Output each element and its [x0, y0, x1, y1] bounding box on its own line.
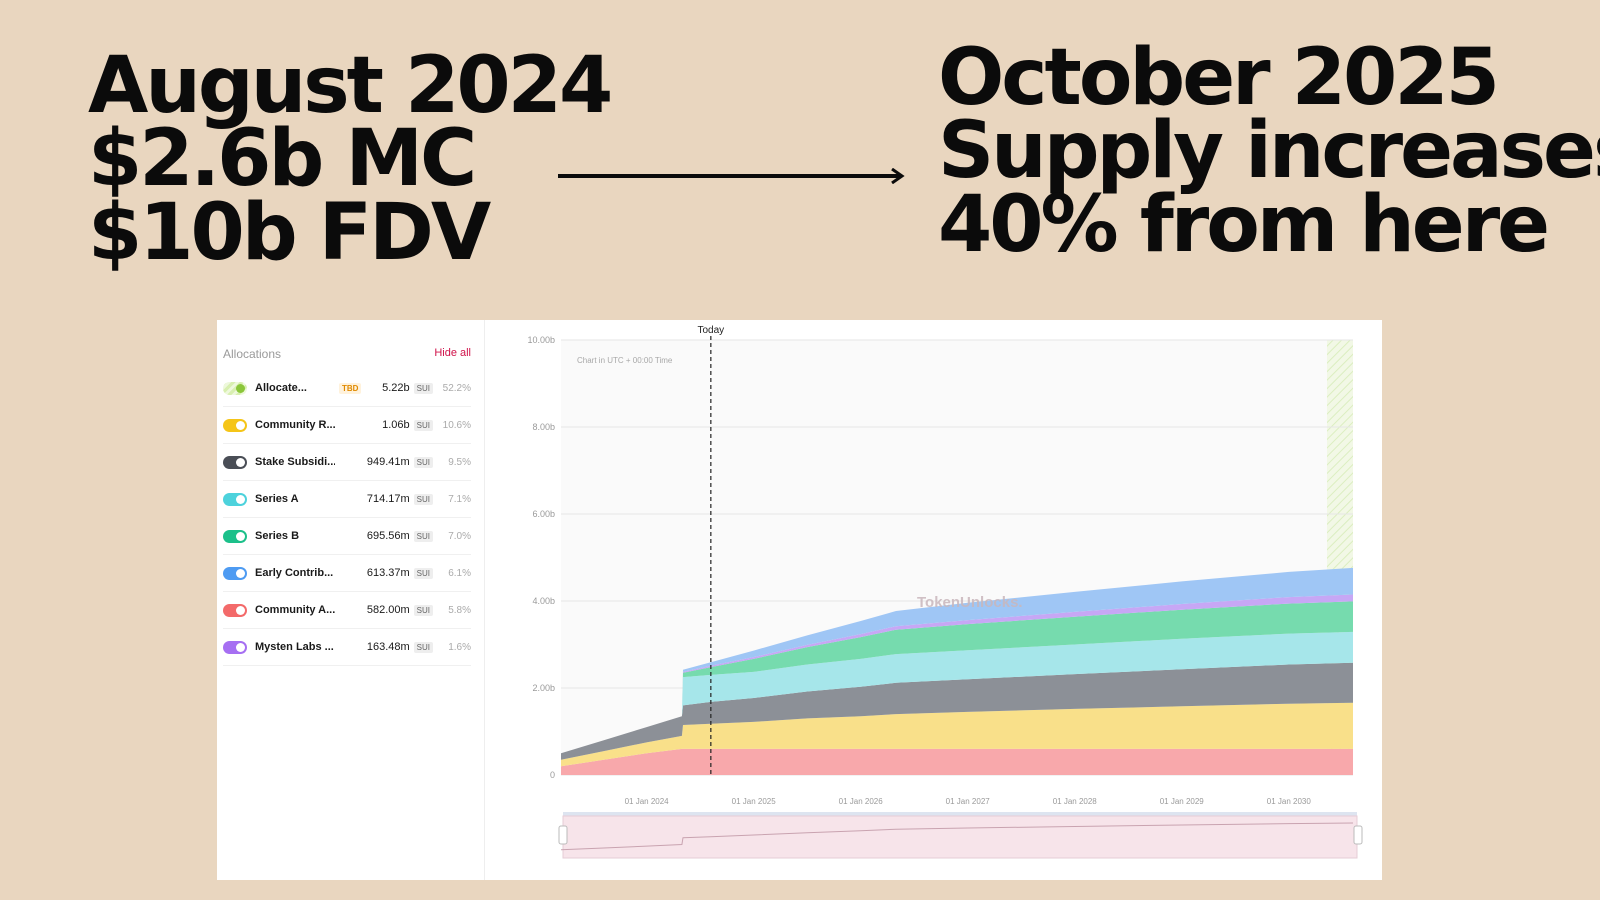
range-navigator [562, 815, 1358, 859]
allocation-amount: 582.00m [366, 604, 410, 616]
allocations-sidebar: Allocations Hide all Allocate... TBD 5.22b… [217, 320, 485, 880]
toggle-switch[interactable] [223, 640, 247, 654]
toggle-switch[interactable] [223, 418, 247, 432]
allocation-percent: 10.6% [442, 419, 471, 431]
x-tick-label: 01 Jan 2030 [1267, 797, 1312, 806]
x-tick-label: 01 Jan 2024 [625, 797, 670, 806]
area-series [561, 702, 1353, 767]
allocation-row[interactable]: Allocate... TBD 5.22b SUI 52.2% [223, 370, 471, 407]
allocation-row[interactable]: Stake Subsidi... 949.41m SUI 9.5% [223, 444, 471, 481]
allocation-percent: 1.6% [448, 641, 471, 653]
unit-badge: SUI [413, 419, 433, 431]
headline-left: August 2024 $2.6b MC $10b FDV [88, 41, 613, 278]
toggle-switch[interactable] [223, 566, 247, 580]
unit-badge: SUI [413, 604, 433, 616]
allocations-title: Allocations [223, 347, 282, 361]
headline-left-line-2: $2.6b MC [88, 114, 477, 205]
allocation-row[interactable]: Community R... 1.06b SUI 10.6% [223, 407, 471, 444]
allocation-percent: 9.5% [448, 456, 471, 468]
allocation-label: Series B [255, 530, 300, 542]
headline-right-line-3: 40% from here [938, 179, 1550, 270]
area-series [561, 567, 1353, 754]
allocation-percent: 5.8% [448, 604, 471, 616]
allocation-amount: 613.37m [366, 567, 410, 579]
toggle-switch[interactable] [223, 492, 247, 506]
arrow-right-icon [558, 168, 905, 184]
headline-right: October 2025 Supply increases 40% from h… [938, 33, 1600, 270]
toggle-switch[interactable] [223, 603, 247, 617]
toggle-switch[interactable] [223, 455, 247, 469]
unit-badge: SUI [413, 493, 433, 505]
allocation-amount: 695.56m [366, 530, 410, 542]
allocations-list: Allocate... TBD 5.22b SUI 52.2% Community R..… [223, 370, 471, 666]
toggle-switch[interactable] [223, 381, 247, 395]
area-series [561, 662, 1353, 760]
allocation-row[interactable]: Series A 714.17m SUI 7.1% [223, 481, 471, 518]
allocation-label: Community R... [255, 419, 335, 431]
allocation-label: Community A... [255, 604, 335, 616]
allocation-label: Allocate... [255, 382, 307, 394]
unlock-chart: 0 2.00b 4.00b 6.00b 8.00b 10.00b TokenUnlocks.… [487, 320, 1377, 880]
allocation-label: Stake Subsidi... [255, 456, 335, 468]
allocation-amount: 949.41m [366, 456, 410, 468]
unit-badge: SUI [413, 567, 433, 579]
today-label: Today [697, 325, 724, 336]
allocation-amount: 714.17m [366, 493, 410, 505]
allocation-label: Early Contrib... [255, 567, 334, 579]
allocation-percent: 7.1% [448, 493, 471, 505]
headline-left-line-3: $10b FDV [88, 187, 491, 278]
y-tick-label: 8.00b [532, 422, 555, 432]
token-unlocks-screenshot: Allocations Hide all Allocate... TBD 5.22b… [217, 320, 1382, 880]
allocation-percent: 52.2% [442, 382, 471, 394]
headline-right-line-1: October 2025 [938, 33, 1500, 123]
navigator-handle-left [558, 825, 568, 845]
allocation-label: Series A [255, 493, 299, 505]
tbd-badge: TBD [339, 382, 362, 394]
allocation-percent: 7.0% [448, 530, 471, 542]
x-tick-label: 01 Jan 2027 [946, 797, 991, 806]
y-tick-label: 10.00b [527, 335, 555, 345]
allocation-amount: 5.22b [382, 382, 410, 394]
headline-right-line-2: Supply increases [938, 106, 1600, 197]
y-tick-label: 2.00b [532, 683, 555, 693]
allocation-amount: 163.48m [366, 641, 410, 653]
x-tick-label: 01 Jan 2029 [1160, 797, 1205, 806]
allocation-row[interactable]: Series B 695.56m SUI 7.0% [223, 518, 471, 555]
y-tick-label: 4.00b [532, 596, 555, 606]
utc-note: Chart in UTC + 00:00 Time [577, 356, 673, 365]
x-tick-label: 01 Jan 2026 [839, 797, 884, 806]
allocation-row[interactable]: Early Contrib... 613.37m SUI 6.1% [223, 555, 471, 592]
area-series [561, 601, 1353, 754]
area-series [561, 748, 1353, 775]
x-tick-label: 01 Jan 2028 [1053, 797, 1098, 806]
x-tick-label: 01 Jan 2025 [732, 797, 777, 806]
watermark-text: TokenUnlocks. [917, 594, 1023, 611]
area-series [561, 631, 1353, 754]
unit-badge: SUI [413, 530, 433, 542]
y-tick-label: 0 [550, 770, 555, 780]
hide-all-button[interactable]: Hide all [434, 347, 471, 359]
navigator-line [560, 822, 1354, 851]
navigator-top-bar [563, 812, 1357, 816]
allocation-row[interactable]: Community A... 582.00m SUI 5.8% [223, 592, 471, 629]
allocations-header: Allocations Hide all [223, 347, 471, 361]
y-tick-label: 6.00b [532, 509, 555, 519]
navigator-handle-right [1353, 825, 1363, 845]
allocation-percent: 6.1% [448, 567, 471, 579]
allocation-row[interactable]: Mysten Labs ... 163.48m SUI 1.6% [223, 629, 471, 666]
allocation-label: Mysten Labs ... [255, 641, 334, 653]
toggle-switch[interactable] [223, 529, 247, 543]
headline-left-line-1: August 2024 [88, 41, 613, 131]
unit-badge: SUI [413, 382, 433, 394]
allocation-amount: 1.06b [382, 419, 410, 431]
unit-badge: SUI [413, 641, 433, 653]
unit-badge: SUI [413, 456, 433, 468]
